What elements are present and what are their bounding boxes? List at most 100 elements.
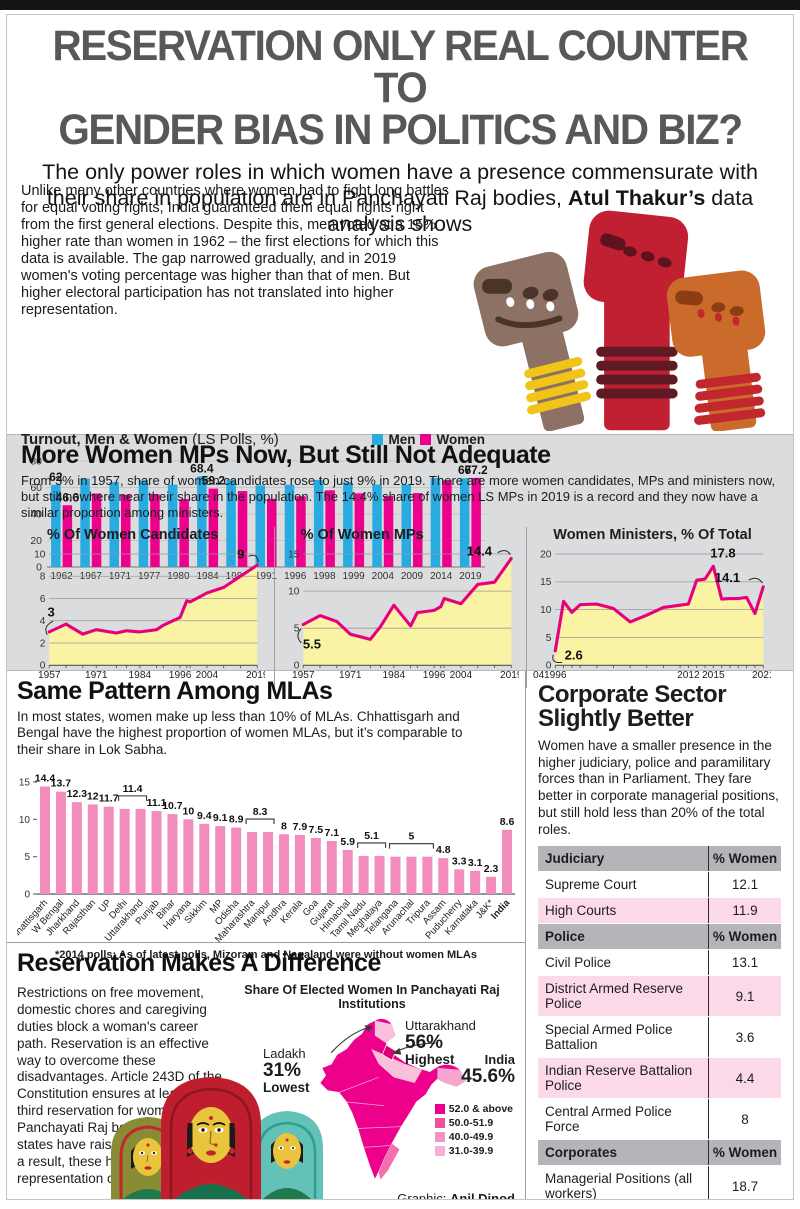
region-kashmir-light xyxy=(374,1020,396,1044)
svg-text:1996: 1996 xyxy=(284,571,307,582)
svg-text:67.2: 67.2 xyxy=(464,463,487,477)
svg-text:9.4: 9.4 xyxy=(197,810,212,822)
table-row: Indian Reserve Battalion Police 4.4 xyxy=(538,1058,781,1100)
svg-text:1962: 1962 xyxy=(50,571,73,582)
annotation-india: India 45.6% xyxy=(461,1052,515,1087)
svg-text:46.6: 46.6 xyxy=(56,490,80,504)
fist-orange xyxy=(666,270,766,431)
reservation-heading: Reservation Makes A Difference xyxy=(17,949,381,977)
map-title: Share Of Elected Women In Panchayati Raj… xyxy=(244,983,500,1011)
svg-text:2012: 2012 xyxy=(677,669,700,680)
table-section-header: Judiciary% Women xyxy=(538,846,781,873)
svg-text:4.8: 4.8 xyxy=(436,845,451,857)
mps-chart-card: % Of Women MPs 0 5 10 15 1957 1971 1984 1996 200… xyxy=(273,526,527,688)
svg-text:9: 9 xyxy=(237,546,244,561)
svg-text:2.6: 2.6 xyxy=(565,647,583,662)
woman-right xyxy=(251,1111,323,1199)
raised-fists-illustration xyxy=(473,210,766,431)
table-row: High Courts 11.9 xyxy=(538,898,781,925)
map-legend-item: 52.0 & above xyxy=(434,1103,513,1115)
svg-text:10: 10 xyxy=(183,806,195,818)
mla-section-paragraph: In most states, women make up less than … xyxy=(17,709,463,757)
svg-text:1996: 1996 xyxy=(169,669,192,680)
svg-text:4: 4 xyxy=(40,616,46,627)
svg-text:5: 5 xyxy=(546,632,552,643)
map-legend: 52.0 & above 50.0-51.9 40.0-49.9 31.0-39.9 xyxy=(434,1103,513,1159)
title-line-1: RESERVATION ONLY REAL COUNTER TO xyxy=(52,22,748,113)
table-section-header: Corporates% Women xyxy=(538,1140,781,1167)
svg-text:5: 5 xyxy=(409,831,415,843)
graphic-credit: Graphic: Anil Dinod xyxy=(397,1191,515,1200)
svg-text:15: 15 xyxy=(540,577,552,588)
svg-text:13.7: 13.7 xyxy=(51,778,72,790)
lower-area: Same Pattern Among MLAs In most states, … xyxy=(7,671,793,1200)
svg-text:2004: 2004 xyxy=(196,669,219,680)
svg-text:0: 0 xyxy=(546,660,552,671)
corporate-paragraph: Women have a smaller presence in the hig… xyxy=(538,737,779,837)
svg-text:1971: 1971 xyxy=(109,571,132,582)
map-legend-item: 40.0-49.9 xyxy=(434,1131,513,1143)
svg-text:11.7: 11.7 xyxy=(99,793,119,805)
annotation-uttarakhand: Uttarakhand 56% Highest xyxy=(405,1018,476,1067)
svg-text:1998: 1998 xyxy=(313,571,336,582)
ministers-chart-card: Women Ministers, % Of Total 0 5 10 15 20 1996… xyxy=(522,526,779,688)
svg-text:17.8: 17.8 xyxy=(711,545,736,560)
svg-text:1957: 1957 xyxy=(292,669,315,680)
line-charts-row: % Of Women Candidates 0 2 4 6 8 10 1957 1971 198… xyxy=(21,526,779,688)
top-black-bar xyxy=(0,0,800,10)
women-legend-swatch xyxy=(420,434,432,445)
svg-text:2004: 2004 xyxy=(372,571,395,582)
svg-text:62: 62 xyxy=(49,470,63,484)
svg-text:2004: 2004 xyxy=(449,669,472,680)
region-uttarakhand-dark xyxy=(381,1044,397,1061)
subtitle-text: The only power roles in which women have… xyxy=(42,160,758,211)
candidates-chart-card: % Of Women Candidates 0 2 4 6 8 10 1957 1971 198… xyxy=(21,527,274,688)
svg-text:5.5: 5.5 xyxy=(303,636,321,651)
ladakh-arrow xyxy=(330,1026,370,1054)
svg-text:68.4: 68.4 xyxy=(190,461,214,475)
mla-footnote: *2014 polls; As of latest polls, Mizoram… xyxy=(55,949,477,962)
fist-taupe xyxy=(473,251,591,431)
svg-text:6: 6 xyxy=(40,593,46,604)
mla-section-heading: Same Pattern Among MLAs xyxy=(17,677,333,705)
svg-text:2014: 2014 xyxy=(430,571,453,582)
svg-text:India: India xyxy=(489,898,513,922)
mla-section: Same Pattern Among MLAs In most states, … xyxy=(7,671,525,961)
svg-text:1999: 1999 xyxy=(342,571,365,582)
turnout-bar-chart: 0 20 40 60 80 62 68.4 67 46.6 59.2 67.2 1962 1967 197… xyxy=(30,456,488,583)
svg-text:10: 10 xyxy=(19,815,31,826)
svg-text:3.3: 3.3 xyxy=(452,856,467,868)
svg-text:8.9: 8.9 xyxy=(229,814,244,826)
svg-text:2019: 2019 xyxy=(500,669,519,680)
svg-text:2019: 2019 xyxy=(246,669,265,680)
svg-text:10.7: 10.7 xyxy=(162,801,183,813)
turnout-chart-header: Turnout, Men & Women (LS Polls, %) Men W… xyxy=(21,431,485,448)
svg-text:5: 5 xyxy=(293,623,299,634)
svg-text:5: 5 xyxy=(24,853,30,864)
svg-text:2: 2 xyxy=(40,638,46,649)
svg-text:11.4: 11.4 xyxy=(123,783,143,795)
title-line-2: GENDER BIAS IN POLITICS AND BIZ? xyxy=(58,106,743,155)
svg-text:1996: 1996 xyxy=(422,669,445,680)
fist-crimson xyxy=(583,210,689,431)
svg-text:1996: 1996 xyxy=(544,669,567,680)
svg-text:14.4: 14.4 xyxy=(466,545,492,559)
svg-text:60: 60 xyxy=(30,482,42,494)
page-frame: RESERVATION ONLY REAL COUNTER TO GENDER … xyxy=(6,14,794,1200)
svg-text:8.6: 8.6 xyxy=(500,816,515,828)
svg-text:40: 40 xyxy=(30,509,42,521)
svg-text:1977: 1977 xyxy=(138,571,161,582)
table-row: Supreme Court 12.1 xyxy=(538,872,781,899)
panchayat-map-block: Share Of Elected Women In Panchayati Raj… xyxy=(229,981,515,1200)
mps-section-heading: More Women MPs Now, But Still Not Adequa… xyxy=(21,441,551,469)
women-mps-section: More Women MPs Now, But Still Not Adequa… xyxy=(7,434,793,688)
turnout-legend: Men Women xyxy=(372,432,485,447)
header: RESERVATION ONLY REAL COUNTER TO GENDER … xyxy=(7,15,793,235)
svg-text:7.1: 7.1 xyxy=(324,827,339,839)
svg-text:10: 10 xyxy=(540,605,552,616)
svg-text:9.1: 9.1 xyxy=(213,812,228,824)
svg-text:2.3: 2.3 xyxy=(484,863,499,875)
svg-text:1967: 1967 xyxy=(80,571,103,582)
table-row: District Armed Reserve Police 9.1 xyxy=(538,976,781,1018)
svg-text:8: 8 xyxy=(40,571,46,582)
